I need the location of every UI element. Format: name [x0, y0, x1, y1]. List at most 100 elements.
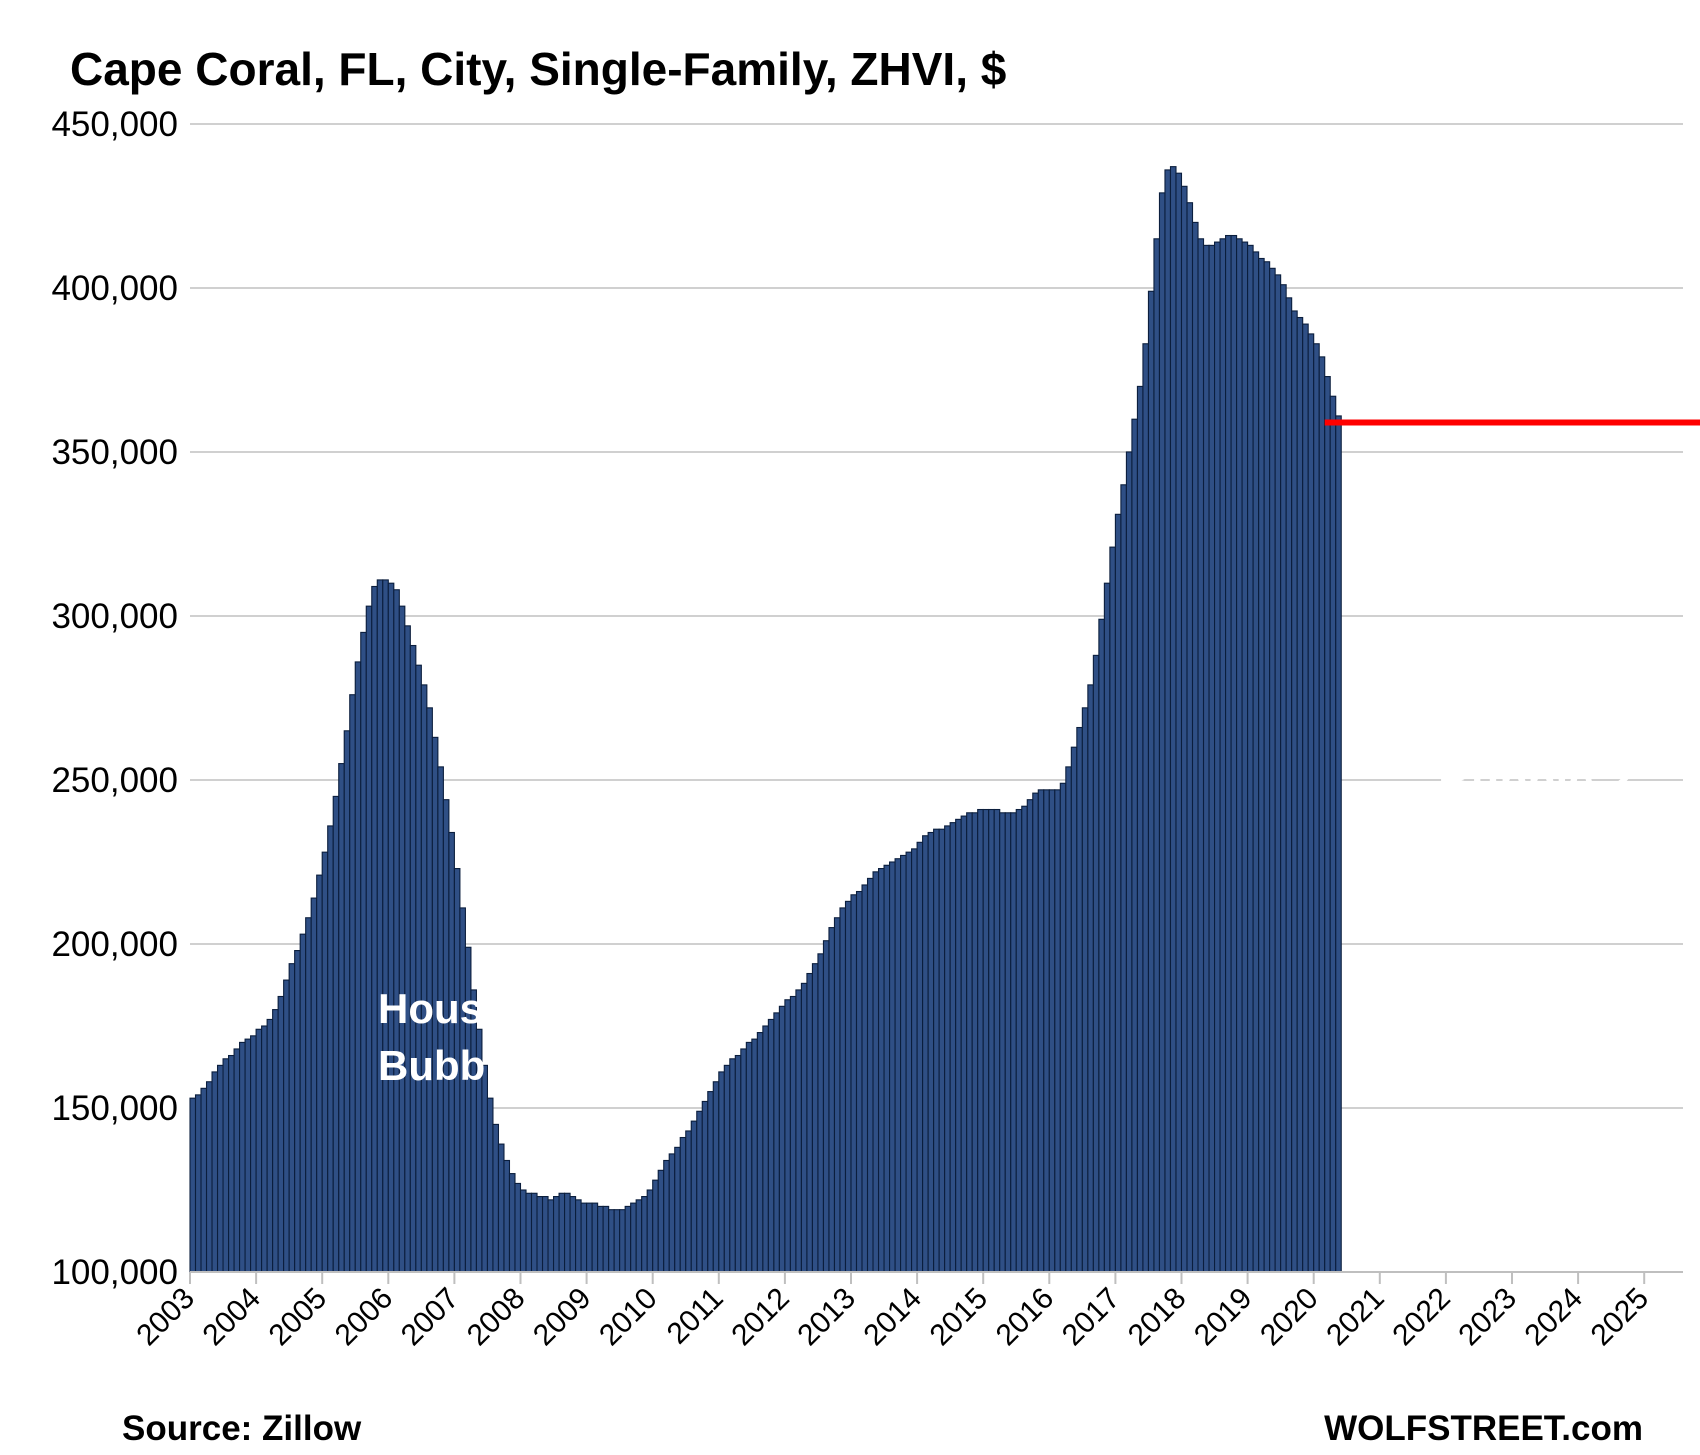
- bar: [547, 1199, 555, 1273]
- bar: [679, 1136, 687, 1273]
- bubble-annotation-line: Bubble 1: [378, 1042, 555, 1089]
- bar: [459, 907, 466, 1273]
- bar: [800, 982, 808, 1273]
- bar: [641, 1196, 648, 1273]
- x-tick-label: 2011: [661, 1282, 730, 1351]
- bar: [393, 589, 400, 1273]
- bar: [1274, 274, 1282, 1273]
- bar: [310, 897, 318, 1273]
- bar: [371, 585, 378, 1273]
- bar: [1291, 310, 1298, 1273]
- bar: [244, 1038, 252, 1273]
- bar: [938, 828, 946, 1273]
- bar: [305, 917, 312, 1273]
- bar: [1285, 297, 1293, 1273]
- bar: [481, 1064, 489, 1273]
- bar: [415, 664, 422, 1273]
- bar: [1037, 789, 1045, 1273]
- bar: [321, 851, 329, 1273]
- bar: [288, 963, 296, 1273]
- bar: [575, 1199, 582, 1273]
- bar: [630, 1202, 637, 1273]
- bar: [734, 1054, 742, 1273]
- bar: [668, 1153, 676, 1273]
- bar: [993, 808, 1001, 1273]
- bar: [1175, 172, 1183, 1273]
- bar: [1208, 244, 1216, 1273]
- x-tick-label: 2020: [1254, 1282, 1325, 1353]
- x-tick-label: 2016: [990, 1282, 1061, 1353]
- x-tick-label: 2005: [263, 1282, 334, 1353]
- x-tick-label: 2007: [395, 1282, 466, 1353]
- x-axis: [189, 1271, 1683, 1284]
- bar: [580, 1202, 588, 1273]
- bubble-annotation-line: Housing: [378, 985, 546, 1032]
- bar: [1114, 513, 1122, 1273]
- chart-title: Cape Coral, FL, City, Single-Family, ZHV…: [70, 43, 1006, 95]
- bar: [624, 1205, 632, 1273]
- bar: [646, 1189, 654, 1273]
- x-tick-label: 2025: [1585, 1282, 1656, 1353]
- bar: [602, 1205, 610, 1273]
- bar: [189, 1097, 197, 1273]
- bar: [822, 940, 830, 1273]
- bar: [795, 989, 802, 1273]
- bar: [955, 818, 962, 1273]
- bar: [894, 858, 902, 1273]
- bar: [376, 579, 384, 1273]
- bar: [261, 1025, 268, 1273]
- bar: [960, 815, 968, 1273]
- bar: [398, 605, 406, 1273]
- bar: [751, 1038, 758, 1273]
- bar: [382, 579, 389, 1273]
- bar: [707, 1091, 714, 1273]
- bar: [409, 644, 417, 1273]
- bar: [762, 1025, 769, 1273]
- bar: [911, 848, 918, 1273]
- bar: [877, 868, 885, 1273]
- bar: [250, 1035, 257, 1273]
- bar: [266, 1018, 274, 1273]
- x-tick-label: 2018: [1122, 1282, 1193, 1353]
- x-tick-label: 2014: [858, 1282, 929, 1353]
- x-tick-label: 2009: [527, 1282, 598, 1353]
- bar: [1335, 415, 1342, 1273]
- x-tick-label: 2006: [329, 1282, 400, 1353]
- bar: [1219, 238, 1227, 1273]
- bar: [360, 631, 367, 1273]
- bar: [767, 1018, 775, 1273]
- bar: [608, 1209, 615, 1273]
- bars: [189, 166, 1342, 1273]
- bar: [1191, 221, 1199, 1273]
- bar: [1214, 241, 1221, 1273]
- bar: [1252, 251, 1260, 1273]
- x-tick-label: 2013: [791, 1282, 862, 1353]
- bar: [872, 871, 880, 1273]
- bar: [674, 1146, 681, 1273]
- bar: [332, 795, 340, 1273]
- bar: [949, 822, 957, 1273]
- bar: [1048, 789, 1056, 1273]
- bar: [299, 933, 307, 1273]
- bar: [833, 917, 841, 1273]
- bar: [933, 828, 940, 1273]
- bar: [591, 1202, 599, 1273]
- bar: [663, 1159, 670, 1273]
- bar: [1236, 238, 1243, 1273]
- bar: [272, 1009, 279, 1273]
- bar: [1092, 654, 1100, 1273]
- bar: [922, 835, 929, 1273]
- bar: [228, 1054, 235, 1273]
- x-axis-labels: 2003200420052006200720082009201020112012…: [130, 1282, 1655, 1353]
- bar: [718, 1071, 725, 1273]
- bar: [729, 1058, 736, 1273]
- bar: [1081, 707, 1089, 1273]
- bar: [569, 1196, 577, 1273]
- bar: [855, 890, 863, 1273]
- bar: [536, 1196, 544, 1273]
- bar: [784, 999, 791, 1273]
- bar: [900, 854, 907, 1273]
- bar: [712, 1081, 720, 1273]
- bar: [597, 1205, 604, 1273]
- bar: [420, 684, 428, 1273]
